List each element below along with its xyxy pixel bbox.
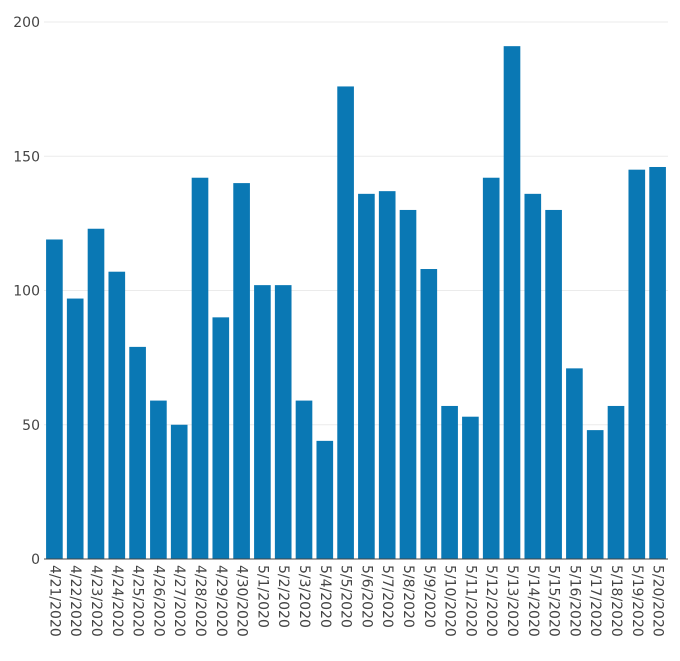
x-tick-label: 5/5/2020 — [338, 565, 354, 628]
x-tick-label: 5/18/2020 — [608, 565, 624, 637]
bar-5-11-2020[interactable] — [462, 416, 479, 559]
x-tick-label: 5/1/2020 — [254, 565, 270, 628]
x-tick-label: 5/15/2020 — [546, 565, 562, 637]
bar-5-14-2020[interactable] — [524, 193, 542, 559]
bar-4-27-2020[interactable] — [170, 424, 188, 559]
bar-5-18-2020[interactable] — [607, 405, 625, 559]
bar-5-15-2020[interactable] — [545, 209, 562, 559]
bar-5-20-2020[interactable] — [649, 166, 666, 560]
bar-4-25-2020[interactable] — [129, 346, 146, 559]
bar-5-7-2020[interactable] — [378, 191, 396, 559]
bar-4-22-2020[interactable] — [66, 298, 84, 559]
bar-4-24-2020[interactable] — [108, 271, 126, 559]
bar-5-10-2020[interactable] — [441, 405, 458, 559]
bar-4-26-2020[interactable] — [150, 400, 167, 559]
x-tick-label: 5/4/2020 — [317, 565, 333, 628]
x-tick-label: 5/6/2020 — [358, 565, 374, 628]
bar-5-6-2020[interactable] — [358, 193, 375, 559]
y-tick-label: 200 — [13, 15, 40, 31]
bar-5-19-2020[interactable] — [628, 169, 646, 560]
x-tick-label: 5/19/2020 — [629, 565, 645, 637]
x-tick-label: 5/7/2020 — [379, 565, 395, 628]
grid-lines — [44, 21, 668, 426]
y-tick-label: 50 — [22, 418, 40, 434]
x-tick-label: 4/26/2020 — [150, 565, 166, 637]
bar-4-30-2020[interactable] — [233, 183, 250, 559]
x-tick-label: 4/22/2020 — [67, 565, 83, 637]
x-tick-label: 4/29/2020 — [213, 565, 229, 637]
bars — [46, 46, 666, 560]
bar-5-8-2020[interactable] — [399, 209, 417, 559]
bar-5-12-2020[interactable] — [482, 177, 500, 560]
x-axis-tick-labels: 4/21/2020 4/22/2020 4/23/2020 4/24/2020 4/25… — [46, 565, 665, 637]
y-tick-label: 0 — [31, 552, 40, 568]
bar-5-13-2020[interactable] — [503, 46, 521, 560]
bar-4-21-2020[interactable] — [46, 239, 63, 560]
x-tick-label: 5/8/2020 — [400, 565, 416, 628]
x-tick-label: 4/30/2020 — [234, 565, 250, 637]
x-tick-label: 4/28/2020 — [192, 565, 208, 637]
x-tick-label: 5/11/2020 — [462, 565, 478, 637]
bar-5-3-2020[interactable] — [295, 400, 313, 559]
x-tick-label: 5/17/2020 — [587, 565, 603, 637]
x-tick-label: 4/25/2020 — [130, 565, 146, 637]
y-axis-tick-labels: 0 50 100 150 200 — [13, 15, 40, 568]
bar-4-28-2020[interactable] — [191, 177, 209, 560]
x-tick-label: 5/9/2020 — [421, 565, 437, 628]
bar-4-23-2020[interactable] — [87, 228, 105, 559]
x-tick-label: 4/23/2020 — [88, 565, 104, 637]
x-tick-label: 5/12/2020 — [483, 565, 499, 637]
x-tick-label: 4/24/2020 — [109, 565, 125, 637]
x-tick-label: 5/14/2020 — [525, 565, 541, 637]
bar-5-4-2020[interactable] — [316, 440, 334, 559]
x-tick-label: 5/20/2020 — [650, 565, 666, 637]
x-tick-label: 5/10/2020 — [442, 565, 458, 637]
bar-5-17-2020[interactable] — [586, 430, 604, 559]
x-tick-label: 4/27/2020 — [171, 565, 187, 637]
x-tick-label: 5/2/2020 — [275, 565, 291, 628]
bar-5-9-2020[interactable] — [420, 269, 438, 559]
x-tick-label: 4/21/2020 — [46, 565, 62, 637]
x-tick-label: 5/3/2020 — [296, 565, 312, 628]
x-tick-label: 5/13/2020 — [504, 565, 520, 637]
bar-5-2-2020[interactable] — [274, 285, 292, 559]
y-tick-label: 100 — [13, 284, 40, 300]
bar-5-5-2020[interactable] — [337, 86, 354, 559]
bar-5-16-2020[interactable] — [566, 368, 583, 559]
y-tick-label: 150 — [13, 149, 40, 165]
bar-5-1-2020[interactable] — [254, 285, 271, 559]
bar-4-29-2020[interactable] — [212, 317, 230, 559]
x-tick-label: 5/16/2020 — [566, 565, 582, 637]
